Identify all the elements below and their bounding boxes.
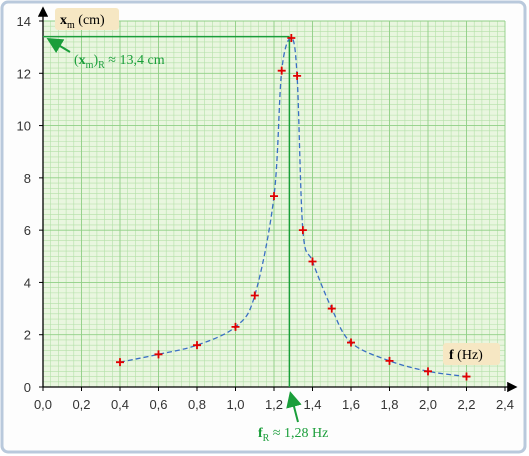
annotation: fR ≈ 1,28 Hz (258, 426, 328, 444)
label-part: ) (93, 53, 98, 68)
data-point (385, 356, 394, 365)
annotation-arrow (46, 37, 71, 54)
data-point (308, 257, 317, 266)
label-part: m (67, 20, 75, 31)
label-part: x (79, 53, 86, 68)
annotation: (xm)R ≈ 13,4 cm (74, 53, 165, 71)
x-tick-label: 0,0 (34, 397, 52, 412)
label-part: (Hz) (454, 348, 483, 363)
data-point (293, 71, 302, 80)
y-tick-label: 4 (24, 275, 31, 290)
y-tick-label: 2 (24, 328, 31, 343)
data-point (347, 338, 355, 347)
label-part: x (60, 13, 67, 28)
x-axis-label: f (Hz) (449, 348, 483, 363)
x-tick-label: 1,0 (226, 397, 244, 412)
y-tick-label: 6 (24, 223, 31, 238)
fit-curve (119, 37, 467, 378)
y-tick-label: 12 (17, 66, 31, 81)
data-point (193, 341, 201, 350)
label-part: m (86, 60, 94, 71)
label-part: f (449, 348, 454, 363)
label-box (443, 343, 500, 365)
x-tick-label: 2,2 (457, 397, 475, 412)
y-tick-label: 14 (17, 14, 31, 29)
x-tick-label: 1,6 (342, 397, 360, 412)
label-part: (cm) (75, 13, 105, 28)
data-point (250, 291, 259, 300)
data-point (277, 66, 286, 75)
label-part: ≈ 13,4 cm (105, 53, 165, 68)
x-tick-label: 0,8 (188, 397, 206, 412)
data-point (270, 192, 278, 201)
x-tick-label: 1,8 (380, 397, 398, 412)
y-tick-label: 8 (24, 171, 31, 186)
label-part: ( (74, 53, 79, 68)
data-point (154, 350, 163, 359)
data-point (231, 322, 240, 331)
x-tick-label: 1,4 (303, 397, 321, 412)
y-tick-label: 0 (24, 380, 31, 395)
label-part: ≈ 1,28 Hz (269, 426, 328, 441)
y-tick-label: 10 (17, 119, 31, 134)
label-box (55, 8, 119, 30)
data-point (327, 304, 336, 313)
data-point (116, 358, 124, 367)
x-tick-label: 0,2 (72, 397, 90, 412)
x-tick-label: 0,6 (149, 397, 167, 412)
x-tick-label: 0,4 (111, 397, 129, 412)
plot-area: 0,0 0,2 0,4 0,6 0,8 1,0 1,2 1,4 1,6 1,8 2,0 2,2 2,4 0… (17, 6, 518, 412)
data-point (298, 226, 307, 235)
label-part: R (263, 433, 270, 444)
data-point (424, 367, 432, 376)
annotation-arrow (286, 391, 302, 423)
data-point (287, 33, 296, 42)
x-tick-label: 2,4 (496, 397, 514, 412)
data-point (462, 372, 471, 381)
label-part: f (258, 426, 263, 441)
label-part: R (98, 60, 105, 71)
y-axis-label: xm (cm) (60, 13, 105, 31)
x-tick-label: 2,0 (419, 397, 437, 412)
x-tick-label: 1,2 (265, 397, 283, 412)
